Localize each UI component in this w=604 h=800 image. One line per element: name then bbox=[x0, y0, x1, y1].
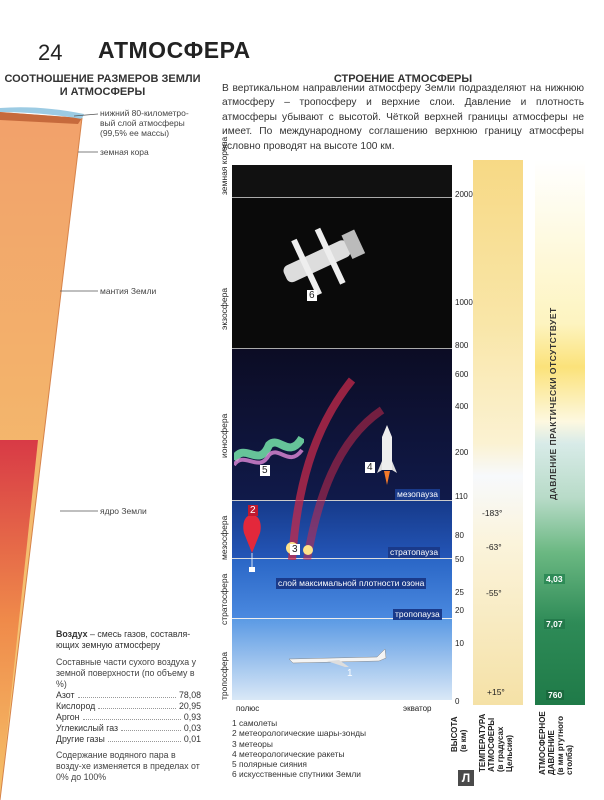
gas-row: Аргон 0,93 bbox=[56, 712, 201, 722]
legend-item: 6 искусственные спутники Земли bbox=[232, 769, 361, 780]
air-definition: Воздух – смесь газов, составля-ющих земн… bbox=[56, 629, 201, 651]
marker-4: 4 bbox=[365, 462, 375, 473]
temp-stratopause: -63° bbox=[486, 542, 502, 552]
core-shape bbox=[0, 440, 38, 800]
exosphere-band bbox=[232, 197, 452, 348]
height-800: 800 bbox=[455, 341, 469, 350]
marker-1: 1 bbox=[347, 668, 353, 679]
height-400: 400 bbox=[455, 402, 469, 411]
intro-text: В вертикальном направлении атмосферу Зем… bbox=[222, 83, 584, 152]
right-heading: СТРОЕНИЕ АТМОСФЕРЫ bbox=[333, 73, 473, 85]
temp-surface: +15° bbox=[487, 687, 505, 697]
pressure-stratopause: 4,03 bbox=[544, 574, 565, 584]
corona-band bbox=[232, 165, 452, 197]
legend-item: 3 метеоры bbox=[232, 738, 273, 749]
page-title: АТМОСФЕРА bbox=[98, 37, 251, 63]
left-heading-line2: И АТМОСФЕРЫ bbox=[59, 86, 146, 98]
layer-exosphere: экзосфера bbox=[219, 287, 229, 330]
legend-item: 4 метеорологические ракеты bbox=[232, 748, 345, 759]
atmosphere-label: нижний 80-километро- вый слой атмосферы … bbox=[100, 108, 189, 138]
crust-shape bbox=[0, 112, 82, 124]
height-10: 10 bbox=[455, 639, 464, 648]
pressure-surface: 760 bbox=[546, 690, 565, 700]
marker-3: 3 bbox=[290, 544, 300, 555]
stratopause-label: стратопауза bbox=[388, 547, 441, 558]
layer-stratosphere: стратосфера bbox=[219, 573, 229, 625]
tropopause-label: тропопауза bbox=[393, 609, 442, 620]
height-20: 20 bbox=[455, 606, 464, 615]
atmosphere-diagram bbox=[232, 165, 452, 700]
pressure-column bbox=[535, 160, 585, 705]
height-80: 80 bbox=[455, 531, 464, 540]
gas-row: Углекислый газ 0,03 bbox=[56, 723, 201, 733]
earth-cross-section bbox=[0, 107, 84, 800]
mantle-label: мантия Земли bbox=[100, 286, 157, 296]
weather-balloon-icon bbox=[243, 515, 261, 572]
height-200: 200 bbox=[455, 448, 469, 457]
height-50: 50 bbox=[455, 555, 464, 564]
height-25: 25 bbox=[455, 588, 464, 597]
layer-troposphere: тропосфера bbox=[219, 651, 229, 700]
legend-item: 2 метеорологические шары-зонды bbox=[232, 728, 366, 739]
left-heading: СООТНОШЕНИЕ РАЗМЕРОВ ЗЕМЛИ И АТМОСФЕРЫ bbox=[0, 73, 205, 99]
layer-corona: земная корона bbox=[219, 136, 229, 195]
marker-5: 5 bbox=[260, 465, 270, 476]
left-heading-line1: СООТНОШЕНИЕ РАЗМЕРОВ ЗЕМЛИ bbox=[4, 73, 201, 85]
page-number: 24 bbox=[38, 40, 63, 65]
layer-ionosphere: ионосфера bbox=[219, 413, 229, 458]
temperature-header: ТЕМПЕРАТУРА АТМОСФЕРЫ (в градусах Цельси… bbox=[478, 713, 514, 772]
height-header: ВЫСОТА (в км) bbox=[450, 716, 468, 752]
height-1000: 1000 bbox=[455, 298, 473, 307]
pointer-lines bbox=[60, 113, 99, 512]
air-title: Воздух bbox=[56, 629, 88, 639]
gas-row: Другие газы 0,01 bbox=[56, 734, 201, 744]
composition-intro: Составные части сухого воздуха у земной … bbox=[56, 657, 197, 689]
temperature-column bbox=[473, 160, 523, 705]
rocket-icon bbox=[377, 425, 397, 485]
air-definition-text: – смесь газов, составля-ющих земную атмо… bbox=[56, 629, 191, 650]
temp-tropopause: -55° bbox=[486, 588, 502, 598]
layer-mesosphere: мезосфера bbox=[219, 515, 229, 560]
marker-2: 2 bbox=[248, 505, 258, 516]
water-vapor-note: Содержание водяного пара в возду-хе изме… bbox=[56, 750, 200, 782]
pole-label: полюс bbox=[236, 704, 260, 713]
atmosphere-layer bbox=[0, 107, 84, 119]
airplane-icon bbox=[288, 648, 387, 667]
gas-list: Азот 78,08 Кислород 20,95 Аргон 0,93 Углеки… bbox=[56, 690, 201, 745]
height-0: 0 bbox=[455, 697, 460, 706]
core-label: ядро Земли bbox=[100, 506, 147, 516]
aurora-icon bbox=[234, 435, 304, 467]
marker-6: 6 bbox=[307, 290, 317, 301]
mesopause-label: мезопауза bbox=[395, 489, 441, 500]
ozone-label: слой максимальной плотности озона bbox=[276, 578, 427, 589]
gas-row: Азот 78,08 bbox=[56, 690, 201, 700]
temp-mesopause: -183° bbox=[482, 508, 503, 518]
publisher-logo-icon: Л bbox=[458, 770, 474, 786]
pressure-absent-text: ДАВЛЕНИЕ ПРАКТИЧЕСКИ ОТСУТСТВУЕТ bbox=[548, 307, 558, 500]
legend-item: 1 самолеты bbox=[232, 718, 278, 728]
equator-label: экватор bbox=[403, 704, 432, 713]
crust-label: земная кора bbox=[100, 147, 149, 157]
height-2000: 2000 bbox=[455, 190, 473, 199]
pressure-tropopause: 7,07 bbox=[544, 619, 565, 629]
gas-row: Кислород 20,95 bbox=[56, 701, 201, 711]
legend-item: 5 полярные сияния bbox=[232, 759, 307, 770]
height-110: 110 bbox=[455, 492, 468, 501]
satellite-icon bbox=[283, 227, 366, 296]
pressure-header: АТМОСФЕРНОЕ ДАВЛЕНИЕ (в мм ртутного стол… bbox=[538, 711, 574, 775]
height-600: 600 bbox=[455, 370, 469, 379]
legend: 1 самолеты 2 метеорологические шары-зонд… bbox=[232, 718, 432, 780]
